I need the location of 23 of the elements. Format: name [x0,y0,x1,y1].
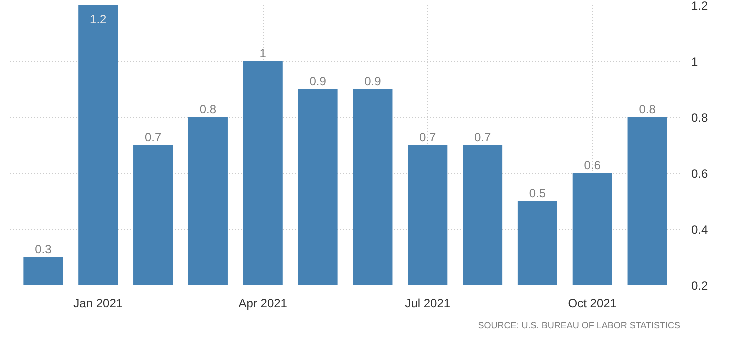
data-label: 1 [260,46,267,60]
y-tick-label: 0.4 [692,223,709,237]
data-label: 0.9 [364,74,382,88]
x-tick-label: Jul 2021 [405,296,451,310]
data-label: 0.8 [200,102,217,116]
source-note: SOURCE: U.S. BUREAU OF LABOR STATISTICS [478,320,681,330]
data-label: 0.9 [310,74,327,88]
y-tick-label: 0.6 [692,167,709,181]
data-label: 0.8 [639,102,656,116]
data-label: 0.6 [584,158,602,172]
y-tick-label: 0.2 [692,279,709,293]
x-tick-label: Oct 2021 [568,296,618,310]
data-label: 1.2 [90,12,108,26]
data-label: 0.7 [420,130,437,144]
data-label: 0.3 [35,242,52,256]
x-tick-label: Apr 2021 [238,296,288,310]
y-tick-label: 1.2 [692,0,709,13]
data-label: 0.7 [474,130,492,144]
x-tick-label: Jan 2021 [74,296,124,310]
data-label: 0.5 [529,186,546,200]
data-label: 0.7 [144,130,162,144]
y-tick-label: 1 [692,55,698,69]
y-tick-label: 0.8 [692,111,709,125]
